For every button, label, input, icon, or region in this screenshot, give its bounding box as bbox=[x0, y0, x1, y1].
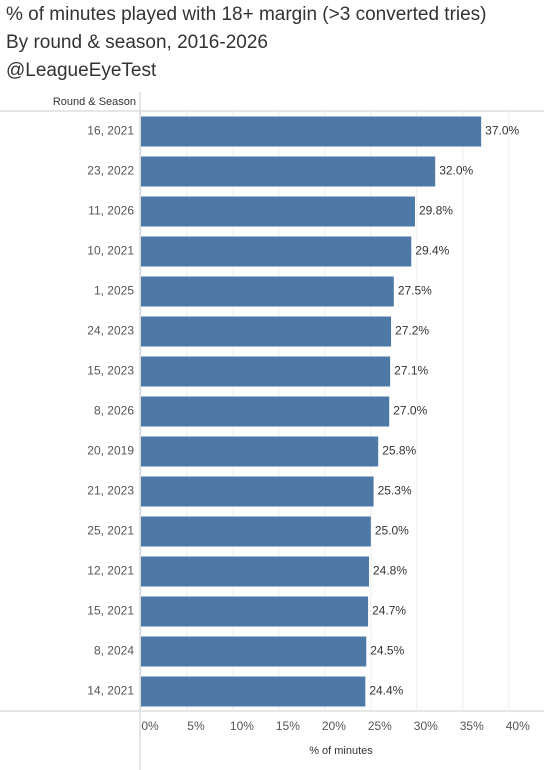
bar bbox=[141, 396, 390, 427]
bar bbox=[141, 436, 379, 467]
bar bbox=[141, 116, 482, 147]
row-header: Round & Season bbox=[53, 96, 136, 108]
chart-title: % of minutes played with 18+ margin (>3 … bbox=[6, 4, 487, 25]
y-tick-label: 14, 2021 bbox=[87, 684, 134, 698]
bar bbox=[141, 476, 374, 507]
value-label: 27.1% bbox=[394, 364, 428, 378]
y-tick-label: 21, 2023 bbox=[87, 484, 134, 498]
bar bbox=[141, 636, 367, 667]
y-tick-label: 8, 2026 bbox=[94, 404, 134, 418]
y-tick-label: 8, 2024 bbox=[94, 644, 134, 658]
value-label: 24.8% bbox=[373, 564, 407, 578]
x-tick-label: 15% bbox=[276, 719, 300, 733]
value-label: 29.4% bbox=[415, 244, 449, 258]
bar bbox=[141, 156, 436, 187]
value-label: 29.8% bbox=[419, 204, 453, 218]
x-axis-title: % of minutes bbox=[309, 745, 373, 757]
bar bbox=[141, 556, 369, 587]
value-label: 32.0% bbox=[439, 164, 473, 178]
y-tick-label: 15, 2021 bbox=[87, 604, 134, 618]
bar bbox=[141, 676, 366, 707]
bar bbox=[141, 356, 391, 387]
y-tick-label: 1, 2025 bbox=[94, 284, 134, 298]
value-label: 25.8% bbox=[382, 444, 416, 458]
value-label: 24.7% bbox=[372, 604, 406, 618]
chart-credit: @LeagueEyeTest bbox=[6, 60, 157, 81]
bar bbox=[141, 276, 394, 307]
y-tick-label: 12, 2021 bbox=[87, 564, 134, 578]
value-label: 25.0% bbox=[375, 524, 409, 538]
y-tick-label: 15, 2023 bbox=[87, 364, 134, 378]
bar bbox=[141, 596, 369, 627]
value-label: 24.4% bbox=[369, 684, 403, 698]
x-tick-label: 35% bbox=[460, 719, 484, 733]
value-label: 24.5% bbox=[370, 644, 404, 658]
y-tick-label: 23, 2022 bbox=[87, 164, 134, 178]
x-tick-label: 0% bbox=[141, 719, 159, 733]
bar bbox=[141, 236, 412, 267]
value-label: 27.2% bbox=[395, 324, 429, 338]
x-tick-label: 40% bbox=[506, 719, 530, 733]
x-tick-label: 25% bbox=[368, 719, 392, 733]
bar bbox=[141, 516, 371, 547]
y-tick-label: 24, 2023 bbox=[87, 324, 134, 338]
y-tick-label: 16, 2021 bbox=[87, 124, 134, 138]
value-label: 25.3% bbox=[378, 484, 412, 498]
y-tick-label: 11, 2026 bbox=[88, 204, 134, 218]
x-tick-label: 20% bbox=[322, 719, 346, 733]
y-tick-label: 20, 2019 bbox=[87, 444, 134, 458]
bar bbox=[141, 196, 415, 227]
y-tick-label: 10, 2021 bbox=[87, 244, 134, 258]
x-tick-label: 5% bbox=[187, 719, 205, 733]
chart-subtitle: By round & season, 2016-2026 bbox=[6, 32, 268, 53]
value-label: 27.5% bbox=[398, 284, 432, 298]
y-tick-label: 25, 2021 bbox=[87, 524, 134, 538]
x-tick-label: 10% bbox=[230, 719, 254, 733]
bar bbox=[141, 316, 392, 347]
x-tick-label: 30% bbox=[414, 719, 438, 733]
value-label: 27.0% bbox=[393, 404, 427, 418]
value-label: 37.0% bbox=[485, 124, 519, 138]
